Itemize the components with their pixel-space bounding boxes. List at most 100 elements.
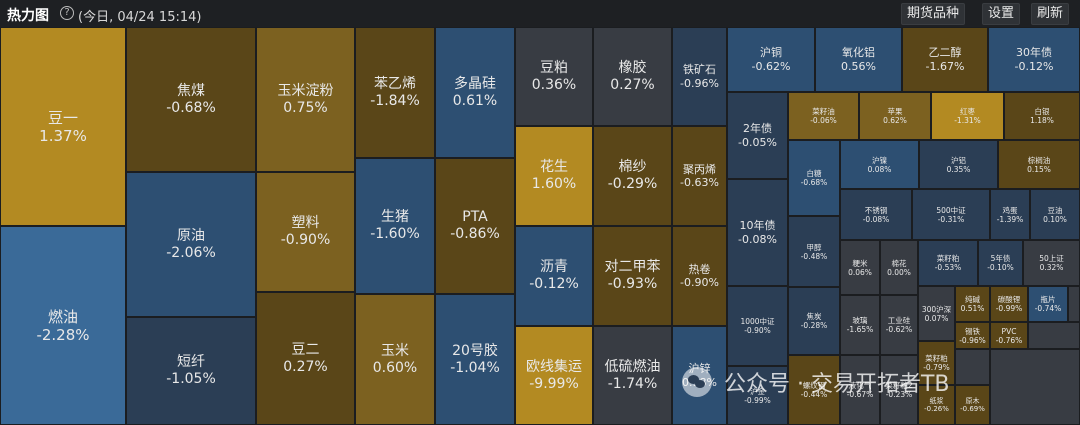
- tile-name: 塑料: [291, 215, 320, 232]
- heatmap-tile[interactable]: 塑料 -0.90%: [256, 172, 355, 292]
- tile-change: -1.84%: [370, 92, 420, 109]
- heatmap-filler-tile: [1028, 322, 1080, 349]
- heatmap-tile[interactable]: 白银 1.18%: [1004, 92, 1080, 140]
- heatmap-tile[interactable]: 500中证 -0.31%: [912, 189, 990, 240]
- heatmap-tile[interactable]: 燃油 -2.28%: [0, 226, 126, 425]
- tile-name: 菜籽粕2: [885, 381, 913, 390]
- tile-change: -2.28%: [36, 325, 90, 344]
- heatmap-tile[interactable]: 欧线集运 -9.99%: [515, 326, 593, 425]
- tile-name: 液化气: [848, 381, 872, 390]
- heatmap-tile[interactable]: 多晶硅 0.61%: [435, 27, 515, 158]
- heatmap-tile[interactable]: 玉米 0.60%: [355, 294, 435, 425]
- heatmap-tile[interactable]: 玉米淀粉 0.75%: [256, 27, 355, 172]
- heatmap-tile[interactable]: 焦煤 -0.68%: [126, 27, 256, 172]
- tile-name: 红枣: [960, 107, 975, 116]
- tile-change: -0.12%: [529, 276, 579, 292]
- tile-change: -1.74%: [607, 375, 658, 392]
- heatmap-tile[interactable]: 300沪深 0.07%: [918, 286, 955, 341]
- heatmap-tile[interactable]: 5年债 -0.10%: [978, 240, 1023, 286]
- heatmap-tile[interactable]: 粳米 0.06%: [840, 240, 880, 295]
- tile-change: -0.79%: [923, 363, 950, 372]
- heatmap-tile[interactable]: 白糖 -0.68%: [788, 140, 840, 216]
- tile-change: -0.06%: [810, 116, 837, 125]
- heatmap-tile[interactable]: 螺纹钢 -0.44%: [788, 355, 840, 425]
- heatmap-tile[interactable]: 铁矿石 -0.96%: [672, 27, 727, 126]
- heatmap-tile[interactable]: 热卷 -0.90%: [672, 226, 727, 326]
- tile-change: -0.99%: [744, 395, 771, 405]
- refresh-button[interactable]: 刷新: [1031, 3, 1070, 25]
- heatmap-tile[interactable]: 沪镍 0.08%: [840, 140, 919, 189]
- tile-name: 低硫燃油: [604, 358, 661, 375]
- tile-name: 聚丙烯: [683, 162, 716, 176]
- heatmap-tile[interactable]: 20号胶 -1.04%: [435, 294, 515, 425]
- tile-name: PTA: [462, 209, 488, 226]
- heatmap-tile[interactable]: 氧化铝 0.56%: [815, 27, 902, 92]
- heatmap-tile[interactable]: 纯碱 0.51%: [955, 286, 990, 322]
- heatmap-tile[interactable]: 液化气 -0.67%: [840, 355, 880, 425]
- heatmap-tile[interactable]: 瓶片 -0.74%: [1028, 286, 1068, 322]
- heatmap-tile[interactable]: 鸡蛋 -1.39%: [990, 189, 1030, 240]
- heatmap-tile[interactable]: 不锈钢 -0.08%: [840, 189, 912, 240]
- heatmap-tile[interactable]: 棉花 0.00%: [880, 240, 918, 295]
- heatmap-tile[interactable]: 菜籽粕2 -0.23%: [880, 355, 918, 425]
- heatmap-tile[interactable]: 乙二醇 -1.67%: [902, 27, 988, 92]
- heatmap-tile[interactable]: 甲醇 -0.48%: [788, 216, 840, 287]
- heatmap-tile[interactable]: 豆一 1.37%: [0, 27, 126, 226]
- heatmap-tile[interactable]: 沪锌 0.98%: [672, 326, 727, 425]
- heatmap-tile[interactable]: 对二甲苯 -0.93%: [593, 226, 672, 326]
- heatmap-tile[interactable]: 聚丙烯 -0.63%: [672, 126, 727, 226]
- heatmap-tile[interactable]: 红枣 -1.31%: [931, 92, 1004, 140]
- settings-button[interactable]: 设置: [982, 3, 1021, 25]
- tile-change: -0.68%: [166, 99, 216, 116]
- heatmap-tile[interactable]: 50上证 0.32%: [1023, 240, 1080, 286]
- heatmap-tile[interactable]: 豆二 0.27%: [256, 292, 355, 425]
- tile-name: 苯乙烯: [374, 75, 416, 92]
- heatmap-tile[interactable]: 棕榈油 0.15%: [998, 140, 1080, 189]
- tile-change: 0.62%: [883, 116, 907, 125]
- heatmap-tile[interactable]: 花生 1.60%: [515, 126, 593, 226]
- tile-name: 沪镍: [872, 155, 887, 165]
- heatmap-tile[interactable]: 锡铁 -0.96%: [955, 322, 990, 349]
- heatmap-tile[interactable]: 沪铝 0.35%: [919, 140, 998, 189]
- tile-name: 30年债: [1016, 46, 1052, 60]
- heatmap-tile[interactable]: 菜籽粕 -0.53%: [918, 240, 978, 286]
- heatmap-tile[interactable]: 短纤 -1.05%: [126, 317, 256, 425]
- heatmap-tile[interactable]: 沥青 -0.12%: [515, 226, 593, 326]
- heatmap-tile[interactable]: 沪铜 -0.62%: [727, 27, 815, 92]
- heatmap-tile[interactable]: 低硫燃油 -1.74%: [593, 326, 672, 425]
- tile-name: 玉米淀粉: [277, 82, 334, 99]
- heatmap-tile[interactable]: 菜籽粕 -0.79%: [918, 341, 955, 385]
- heatmap-tile[interactable]: PTA -0.86%: [435, 158, 515, 294]
- tile-name: 500中证: [936, 205, 966, 215]
- heatmap-tile[interactable]: 30年债 -0.12%: [988, 27, 1080, 92]
- heatmap-tile[interactable]: 1000中证 -0.90%: [727, 286, 788, 366]
- heatmap-tile[interactable]: 2年债 -0.05%: [727, 92, 788, 179]
- tile-name: 2年债: [743, 122, 772, 136]
- heatmap-tile[interactable]: 豆油 0.10%: [1030, 189, 1080, 240]
- heatmap-tile[interactable]: 工业硅 -0.62%: [880, 295, 918, 355]
- tile-change: -1.05%: [166, 371, 216, 387]
- heatmap-tile[interactable]: 苹果 0.62%: [859, 92, 931, 140]
- heatmap-tile[interactable]: 纸浆 -0.26%: [918, 385, 955, 425]
- heatmap-tile[interactable]: 玻璃 -1.65%: [840, 295, 880, 355]
- heatmap-tile[interactable]: 焦炭 -0.28%: [788, 287, 840, 355]
- heatmap-tile[interactable]: 碳酸锂 -0.99%: [990, 286, 1028, 322]
- heatmap-tile[interactable]: 豆粕 0.36%: [515, 27, 593, 126]
- heatmap-tile[interactable]: 10年债 -0.08%: [727, 179, 788, 286]
- heatmap-tile[interactable]: 原木 -0.69%: [955, 385, 990, 425]
- tile-name: 50上证: [1039, 254, 1064, 263]
- futures-button[interactable]: 期货品种: [901, 3, 966, 25]
- heatmap-tile[interactable]: PVC -0.76%: [990, 322, 1028, 349]
- heatmap-tile[interactable]: 苯乙烯 -1.84%: [355, 27, 435, 158]
- tile-change: -0.74%: [1034, 304, 1062, 313]
- tile-name: 不锈钢: [864, 205, 888, 215]
- help-icon[interactable]: ?: [60, 6, 74, 20]
- heatmap-tile[interactable]: 生猪 -1.60%: [355, 158, 435, 294]
- heatmap-tile[interactable]: 原油 -2.06%: [126, 172, 256, 317]
- heatmap-filler-tile: [955, 349, 990, 385]
- tile-change: 0.60%: [372, 359, 418, 376]
- heatmap-tile[interactable]: 橡胶 0.27%: [593, 27, 672, 126]
- heatmap-tile[interactable]: 棉纱 -0.29%: [593, 126, 672, 226]
- heatmap-tile[interactable]: 菜籽油 -0.06%: [788, 92, 859, 140]
- heatmap-tile[interactable]: 沪金 -0.99%: [727, 366, 788, 425]
